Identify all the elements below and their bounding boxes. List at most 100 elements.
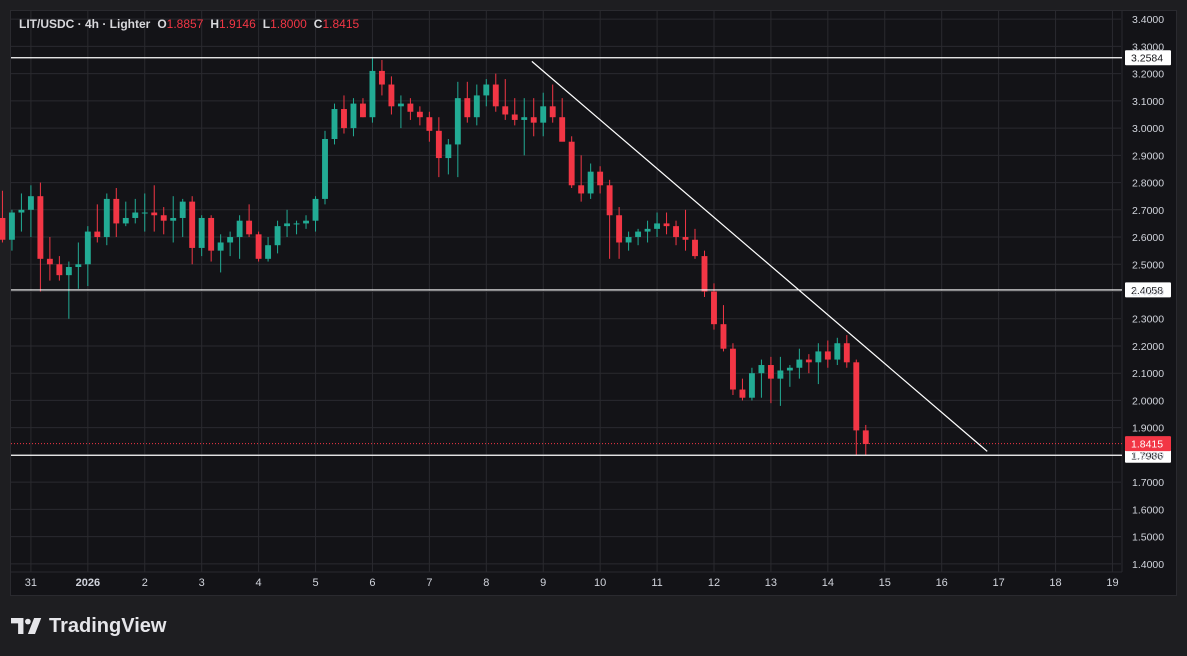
candle-body — [701, 256, 708, 292]
y-tick-label: 1.6000 — [1132, 504, 1164, 516]
low-value: 1.8000 — [270, 17, 307, 31]
y-tick-label: 1.9000 — [1132, 423, 1164, 435]
candle-body — [711, 291, 717, 325]
candle-body — [331, 109, 338, 139]
x-tick-label: 12 — [708, 577, 720, 589]
candle-body — [587, 171, 594, 194]
candle-body — [426, 117, 433, 131]
candle-body — [805, 359, 812, 363]
candle-body — [103, 198, 110, 238]
grid — [11, 11, 1123, 573]
candle-body — [341, 109, 347, 129]
price-axis[interactable]: 1.4000 1.5000 1.6000 1.7000 1.8000 1.9000 2.00… — [1132, 14, 1164, 571]
price-line-label: 2.4058 — [1131, 285, 1163, 297]
symbol-title[interactable]: LIT/USDC · 4h · Lighter — [19, 17, 151, 31]
candle-body — [758, 365, 765, 374]
x-tick-label: 17 — [992, 577, 1004, 589]
candle-body — [473, 95, 480, 118]
open-value: 1.8857 — [166, 17, 204, 31]
candle-body — [132, 212, 139, 218]
y-tick-label: 3.3000 — [1132, 41, 1164, 53]
x-tick-label: 18 — [1049, 577, 1061, 589]
x-tick-label: 11 — [651, 577, 662, 589]
y-tick-label: 1.7000 — [1132, 477, 1164, 489]
trend-line[interactable] — [531, 60, 988, 452]
x-tick-label: 31 — [25, 577, 37, 589]
candle-body — [748, 373, 755, 398]
y-tick-label: 2.2000 — [1132, 341, 1164, 353]
y-tick-label: 1.4000 — [1132, 559, 1164, 571]
candle-body — [739, 389, 746, 398]
x-tick-label: 6 — [369, 577, 375, 589]
close-key: C — [313, 17, 323, 31]
x-tick-label: 2 — [142, 577, 148, 589]
price-line-badge — [1125, 282, 1171, 298]
candle-body — [530, 117, 537, 123]
x-tick-label: 19 — [1106, 577, 1118, 589]
tradingview-brand[interactable]: TradingView — [11, 613, 166, 639]
candle-body — [692, 239, 698, 257]
candle-body — [388, 84, 395, 107]
candle-body — [198, 217, 205, 248]
candle-body — [549, 106, 556, 118]
y-tick-label: 1.8000 — [1132, 450, 1164, 462]
candle-body — [654, 223, 660, 229]
time-axis[interactable]: 31 2026 2 3 4 5 6 7 8 9 10 11 12 13 14 15 16 17 18 19 — [25, 577, 1119, 589]
candle-body — [312, 198, 319, 221]
candle-body — [18, 209, 25, 213]
candle-body — [644, 228, 651, 232]
candle-body — [27, 196, 34, 210]
candle-body — [559, 117, 566, 142]
candle-body — [56, 264, 63, 276]
x-tick-label: 14 — [822, 577, 834, 589]
candle-body — [284, 223, 290, 227]
candle-body — [730, 348, 736, 390]
candle-body — [160, 215, 167, 221]
candle-body — [521, 117, 528, 120]
candle-body — [824, 351, 831, 360]
y-tick-label: 2.5000 — [1132, 259, 1164, 271]
candle-body — [511, 114, 518, 120]
last-price-label: 1.8415 — [1131, 439, 1163, 451]
candle-body — [540, 106, 547, 123]
candle-body — [151, 212, 158, 216]
x-tick-label: 4 — [256, 577, 262, 589]
y-tick-label: 2.0000 — [1132, 395, 1164, 407]
candle-body — [369, 70, 376, 118]
candle-body — [293, 223, 300, 225]
candle-body — [435, 130, 442, 159]
candle-body — [843, 343, 850, 363]
candle-body — [454, 98, 461, 145]
candle-body — [834, 343, 841, 360]
x-tick-label: 3 — [199, 577, 205, 589]
candle-body — [635, 231, 642, 238]
price-line-label: 3.2584 — [1131, 53, 1163, 65]
candle-body — [122, 217, 129, 224]
candle-body — [170, 217, 177, 221]
chart-frame — [10, 10, 1177, 596]
candle-body — [75, 264, 82, 267]
y-tick-label: 2.7000 — [1132, 205, 1164, 217]
candle-body — [464, 98, 471, 118]
candle-body — [84, 231, 91, 265]
candle-body — [8, 212, 15, 240]
y-tick-label: 3.4000 — [1132, 14, 1164, 26]
open-key: O — [157, 17, 167, 31]
candle-body — [303, 220, 309, 224]
candle-body — [227, 237, 234, 243]
candle-body — [578, 185, 585, 194]
candle-body — [862, 430, 869, 445]
close-value: 1.8415 — [322, 17, 360, 31]
candle-body — [0, 217, 6, 240]
x-tick-label: 8 — [483, 577, 489, 589]
tradingview-logo-icon — [11, 618, 42, 634]
candle-body — [179, 201, 186, 218]
x-tick-label: 10 — [594, 577, 606, 589]
candle-body — [407, 103, 414, 112]
candle-body — [378, 70, 385, 85]
brand-name: TradingView — [49, 614, 167, 637]
x-tick-label: 16 — [936, 577, 948, 589]
price-line-badge — [1125, 447, 1171, 463]
candle-body — [274, 226, 281, 246]
